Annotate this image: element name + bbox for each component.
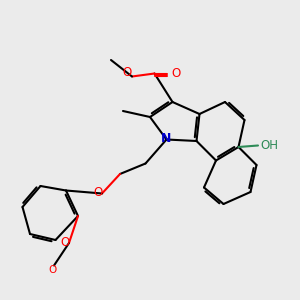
Text: O: O [61,236,70,250]
Text: O: O [122,66,131,80]
Text: O: O [171,67,180,80]
Text: OH: OH [260,139,278,152]
Text: O: O [48,265,57,275]
Text: O: O [94,186,103,200]
Text: N: N [161,132,171,146]
